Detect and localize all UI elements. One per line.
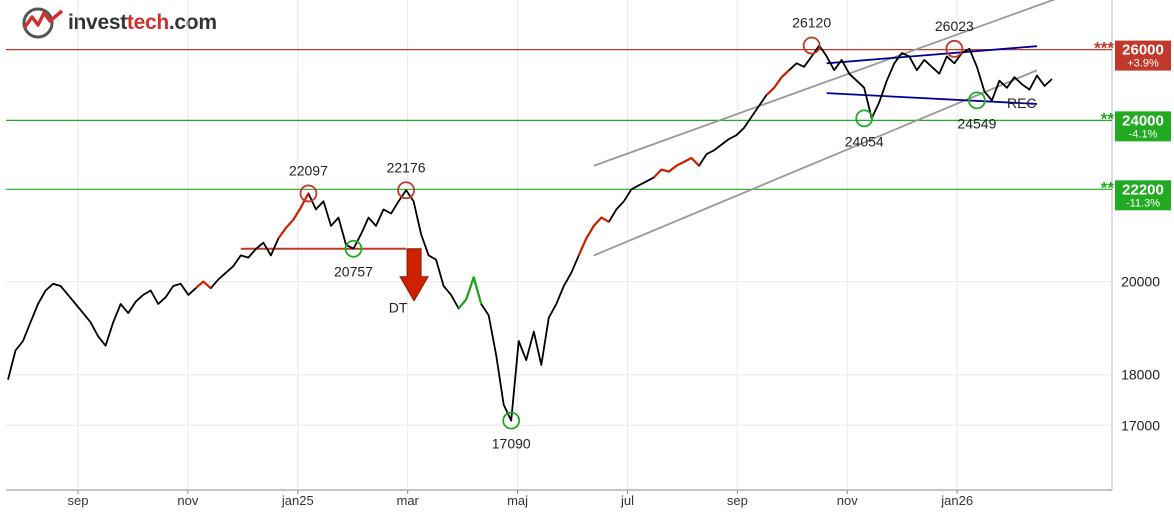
bottom-marker	[967, 91, 986, 110]
investtech-logo: investtech.com	[22, 6, 217, 40]
extreme-value-label: 26023	[935, 18, 974, 34]
level-value-label: 22200	[1122, 181, 1164, 198]
bottom-marker	[502, 411, 521, 430]
level-stars: ***	[1094, 39, 1114, 58]
level-badge	[1115, 111, 1171, 142]
double-top-arrow-icon	[399, 248, 429, 302]
level-pct-label: +3.9%	[1127, 58, 1159, 70]
x-tick-label: nov	[837, 493, 858, 508]
logo-text: investtech.com	[68, 11, 217, 34]
trend-channel-lower	[593, 69, 1038, 257]
extreme-value-label: 22097	[289, 162, 328, 178]
wedge-line-upper	[826, 45, 1038, 65]
level-pct-label: -4.1%	[1129, 128, 1158, 140]
y-tick-label: 17000	[1121, 417, 1160, 433]
top-marker	[802, 36, 821, 55]
level-pct-label: -11.3%	[1126, 197, 1160, 209]
bottom-marker	[344, 239, 363, 258]
y-tick-label: 20000	[1121, 274, 1160, 290]
x-tick-label: mar	[396, 493, 419, 508]
extreme-value-label: 20757	[334, 264, 373, 280]
x-tick-label: jan25	[281, 493, 314, 508]
extreme-value-label: 17090	[492, 436, 531, 452]
x-tick-label: nov	[177, 493, 198, 508]
signal-segment-up	[765, 69, 790, 96]
trend-channel-upper	[593, 0, 1056, 167]
extreme-value-label: 26120	[792, 15, 831, 31]
top-marker	[945, 39, 964, 58]
signal-segment-up	[577, 216, 610, 256]
x-tick-label: jan26	[940, 493, 973, 508]
x-tick-label: sep	[68, 493, 89, 508]
extreme-value-label: 22176	[387, 159, 426, 175]
x-tick-label: jul	[620, 493, 634, 508]
extreme-value-label: 24054	[845, 133, 884, 149]
x-tick-label: sep	[727, 493, 748, 508]
investtech-logo-icon	[22, 7, 64, 39]
level-value-label: 24000	[1122, 112, 1164, 129]
signal-segment-down	[457, 276, 483, 310]
level-stars: **	[1101, 109, 1115, 128]
x-tick-label: maj	[507, 493, 528, 508]
signal-segment-up	[653, 156, 700, 179]
top-marker	[397, 181, 415, 200]
extreme-value-label: 24549	[957, 115, 996, 131]
level-value-label: 26000	[1122, 42, 1164, 59]
level-badge	[1115, 40, 1171, 71]
y-tick-label: 18000	[1121, 367, 1160, 383]
top-marker	[299, 184, 318, 203]
wedge-line-lower	[826, 92, 1038, 105]
dt-label: DT	[389, 300, 408, 316]
signal-segment-up	[277, 192, 310, 240]
level-badge	[1115, 180, 1171, 211]
bottom-marker	[855, 109, 874, 128]
rec-label: REC	[1007, 95, 1037, 111]
price-line	[7, 44, 1053, 422]
signal-segment-up	[195, 280, 212, 290]
level-stars: **	[1101, 178, 1115, 197]
